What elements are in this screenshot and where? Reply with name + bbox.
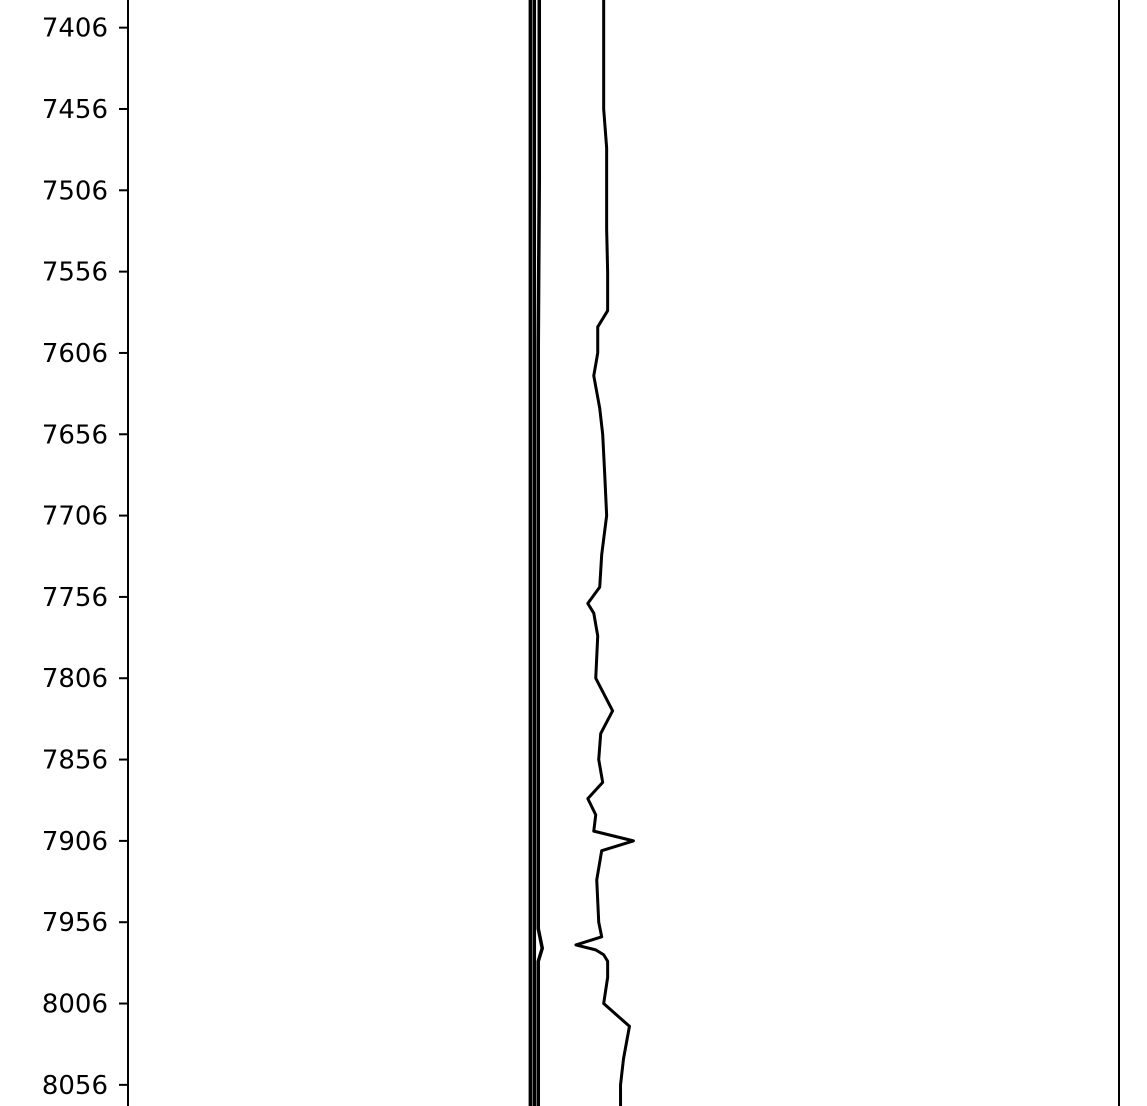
- series-group: [528, 0, 635, 1106]
- y-tick-label: 7406: [42, 14, 108, 44]
- y-tick-label: 7556: [42, 258, 108, 288]
- y-tick-label: 7906: [42, 827, 108, 857]
- log-curve-1: [574, 0, 635, 1106]
- y-tick-label: 8056: [42, 1071, 108, 1101]
- y-tick-label: 7856: [42, 746, 108, 776]
- y-tick-label: 7456: [42, 95, 108, 125]
- y-tick-label: 8006: [42, 990, 108, 1020]
- log-curve-2: [536, 0, 544, 1106]
- y-tick-label: 7506: [42, 176, 108, 206]
- y-tick-label: 7656: [42, 420, 108, 450]
- y-tick-label: 7606: [42, 339, 108, 369]
- y-tick-label: 7806: [42, 664, 108, 694]
- y-tick-label: 7706: [42, 502, 108, 532]
- axes-frame: [127, 0, 1120, 1106]
- y-axis-ticks: 7406 7456 7506 7556 7606 7656 7706 7756 7806 7856…: [42, 14, 128, 1101]
- y-tick-label: 7756: [42, 583, 108, 613]
- y-tick-label: 7956: [42, 908, 108, 938]
